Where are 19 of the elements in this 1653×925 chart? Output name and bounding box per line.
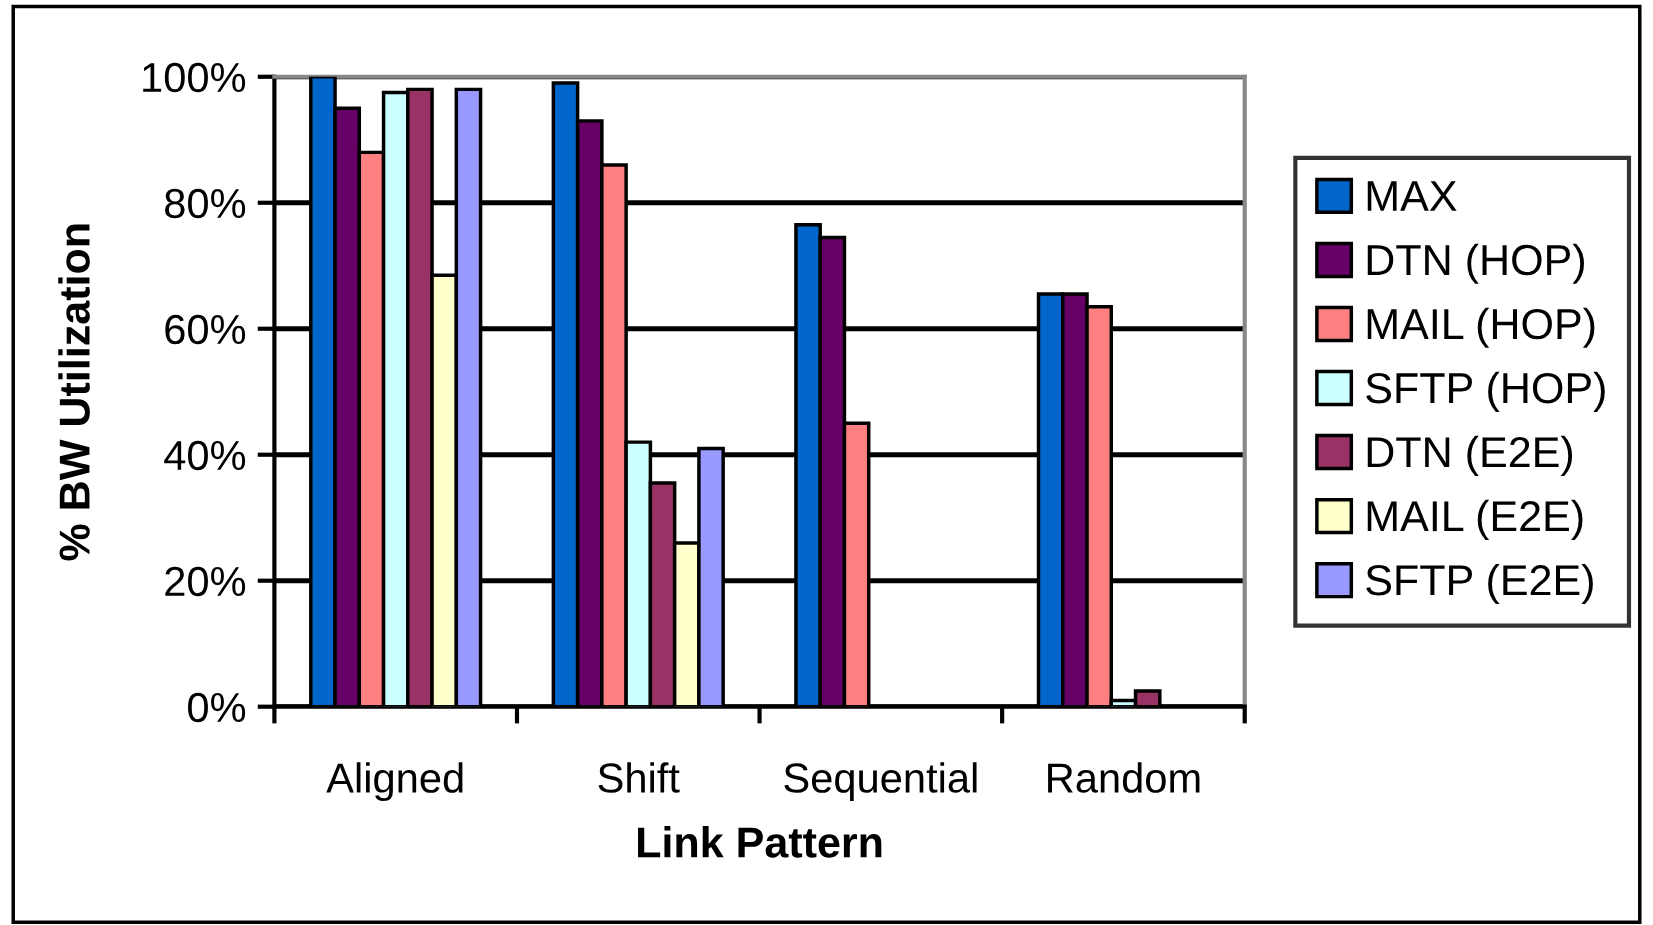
x-tick-label: Random — [1048, 762, 1200, 793]
y-axis-title: % BW Utilization — [58, 224, 90, 561]
x-tick-label: Sequential — [784, 762, 977, 802]
y-tick-label: 0% — [188, 692, 246, 723]
legend-label: MAIL (HOP) — [1367, 307, 1595, 348]
legend-label: SFTP (E2E) — [1366, 563, 1593, 605]
legend-label: DTN (E2E) — [1367, 435, 1573, 476]
y-tick-label: 40% — [164, 440, 246, 471]
legend-label: MAIL (E2E) — [1367, 499, 1583, 540]
y-tick-label: 80% — [165, 188, 246, 219]
y-tick-label: 20% — [165, 566, 246, 597]
legend-label: SFTP (HOP) — [1366, 371, 1605, 412]
x-tick-label: Shift — [598, 762, 680, 793]
x-tick-label: Aligned — [326, 762, 463, 802]
y-tick-label: 60% — [165, 314, 246, 345]
legend-label: DTN (HOP) — [1367, 243, 1584, 284]
legend-label: MAX — [1367, 181, 1457, 211]
y-tick-label: 100% — [143, 62, 246, 93]
x-axis-title: Link Pattern — [638, 826, 882, 858]
